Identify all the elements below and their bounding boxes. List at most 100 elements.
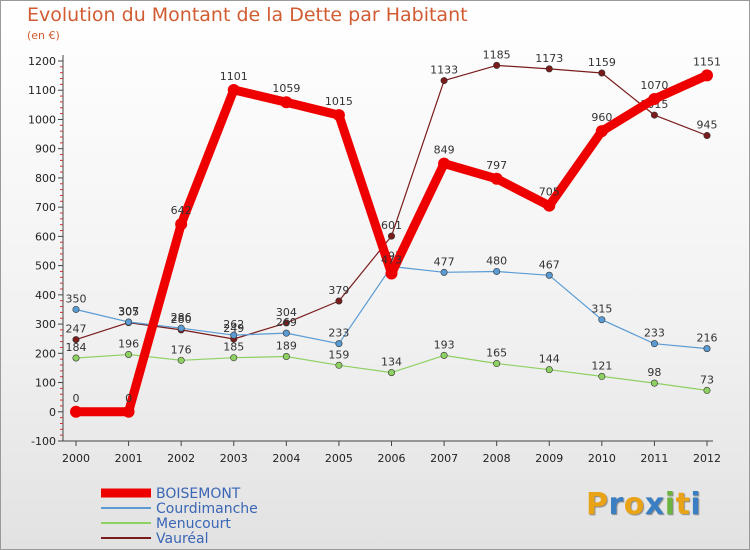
data-label: 601 (381, 219, 402, 232)
data-label: 1173 (535, 52, 563, 65)
data-label: 165 (486, 347, 507, 360)
data-point (650, 340, 658, 348)
data-label: 73 (700, 373, 714, 386)
data-label: 144 (539, 353, 560, 366)
y-tick-label: 100 (35, 377, 56, 390)
data-point (493, 267, 501, 275)
data-label: 176 (171, 343, 192, 356)
data-label: 193 (434, 338, 455, 351)
legend-item-menucourt: Menucourt (101, 516, 231, 532)
data-point (230, 331, 238, 339)
x-tick-label: 2003 (220, 452, 248, 465)
data-point (72, 305, 80, 313)
data-point (335, 297, 343, 305)
data-point (72, 354, 80, 362)
data-label: 249 (223, 322, 244, 335)
data-label: 379 (328, 284, 349, 297)
logo-letter: x (644, 487, 665, 522)
y-tick-label: 1100 (28, 84, 56, 97)
chart-unit-label: (en €) (27, 29, 60, 42)
data-label: 480 (486, 254, 507, 267)
y-tick-label: 400 (35, 289, 56, 302)
legend-label: Menucourt (156, 516, 231, 532)
legend-item-boisemont: BOISEMONT (101, 486, 241, 502)
logo-letter: i (664, 487, 676, 522)
data-point (385, 267, 398, 280)
data-point (598, 372, 606, 380)
data-label: 1185 (483, 48, 511, 61)
data-point (280, 96, 293, 109)
data-point (440, 77, 448, 85)
data-point (598, 69, 606, 77)
data-point (282, 329, 290, 337)
x-tick-label: 2011 (640, 452, 668, 465)
data-label: 945 (697, 119, 718, 132)
data-label: 196 (118, 337, 139, 350)
data-label: 159 (328, 348, 349, 361)
data-point (387, 232, 395, 240)
data-point (490, 172, 503, 185)
data-point (440, 351, 448, 359)
data-point (175, 218, 188, 231)
data-label: 269 (276, 316, 297, 329)
x-tick-label: 2000 (62, 452, 90, 465)
data-point (230, 354, 238, 362)
data-label: 1151 (693, 55, 721, 68)
y-tick-label: 1200 (28, 55, 56, 68)
data-label: 134 (381, 356, 402, 369)
data-point (335, 340, 343, 348)
logo-letter: P (586, 487, 609, 522)
y-tick-label: 600 (35, 230, 56, 243)
y-tick-label: 300 (35, 318, 56, 331)
data-point (545, 65, 553, 73)
logo-letter: o (623, 487, 645, 522)
x-tick-label: 2010 (588, 452, 616, 465)
data-point (648, 93, 661, 105)
data-label: 1159 (588, 56, 616, 69)
data-point (125, 350, 133, 358)
y-tick-label: 700 (35, 201, 56, 214)
logo-letter: t (675, 487, 691, 522)
data-point (335, 361, 343, 369)
x-tick-label: 2012 (693, 452, 721, 465)
legend-item-vauréal: Vauréal (101, 531, 208, 547)
series-boisemont: 0 0 642 1101 1059 1015 473 849 797 705 960 1070 1151 (70, 55, 721, 418)
y-tick-label: 800 (35, 172, 56, 185)
data-label: 467 (539, 258, 560, 271)
data-label: 1133 (430, 64, 458, 77)
data-label: 233 (328, 327, 349, 340)
x-tick-label: 2008 (483, 452, 511, 465)
data-label: 1101 (220, 70, 248, 83)
data-point (543, 199, 556, 212)
data-label: 350 (66, 292, 87, 305)
data-label: 189 (276, 340, 297, 353)
data-label: 98 (647, 366, 661, 379)
data-point (72, 336, 80, 344)
data-label: 304 (276, 306, 297, 319)
y-tick-label: 900 (35, 143, 56, 156)
series-line (75, 64, 708, 341)
x-tick-label: 2007 (430, 452, 458, 465)
data-label: 705 (539, 186, 560, 199)
data-point (703, 345, 711, 353)
data-point (545, 366, 553, 374)
data-label: 1059 (272, 82, 300, 95)
x-tick-label: 2006 (378, 452, 406, 465)
y-tick-label: 200 (35, 347, 56, 360)
data-label: 0 (125, 392, 132, 405)
legend-label: BOISEMONT (156, 486, 241, 502)
data-label: 121 (591, 359, 612, 372)
proxiti-logo: Proxiti (586, 487, 701, 522)
data-label: 477 (434, 255, 455, 268)
data-point (177, 324, 185, 332)
y-tick-label: 0 (49, 406, 56, 419)
data-point (650, 111, 658, 119)
y-tick-label: 1000 (28, 113, 56, 126)
data-point (122, 405, 135, 418)
logo-letter: i (690, 487, 702, 522)
series-menucourt: 184 196 176 185 189 159 134 193 165 144 121 98 73 (66, 337, 714, 394)
y-tick-label: -100 (31, 435, 56, 448)
logo-letter: r (608, 487, 624, 522)
data-label: 315 (591, 303, 612, 316)
